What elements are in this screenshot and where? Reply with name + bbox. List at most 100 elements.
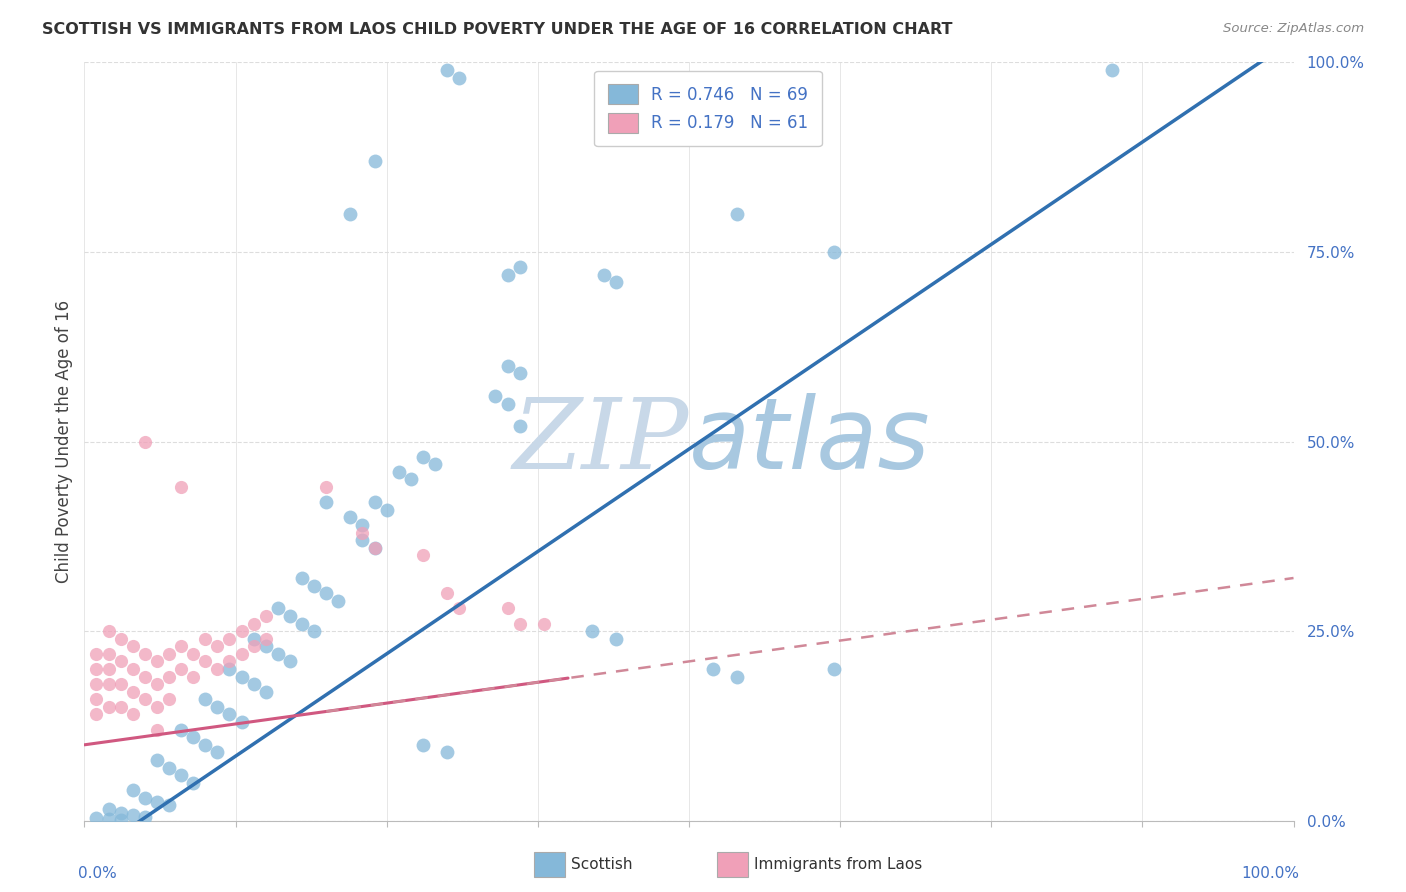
Text: SCOTTISH VS IMMIGRANTS FROM LAOS CHILD POVERTY UNDER THE AGE OF 16 CORRELATION C: SCOTTISH VS IMMIGRANTS FROM LAOS CHILD P…	[42, 22, 953, 37]
Text: ZIP: ZIP	[513, 394, 689, 489]
Text: Source: ZipAtlas.com: Source: ZipAtlas.com	[1223, 22, 1364, 36]
Point	[315, 480, 337, 494]
Point	[97, 677, 120, 691]
Point	[436, 586, 458, 600]
Text: 100.0%: 100.0%	[1241, 866, 1299, 881]
Point	[86, 662, 108, 676]
Point	[375, 503, 398, 517]
Point	[412, 738, 434, 752]
Point	[170, 768, 193, 782]
Point	[823, 662, 845, 676]
Point	[121, 807, 143, 822]
Point	[509, 366, 531, 380]
Point	[218, 632, 240, 646]
Point	[1101, 62, 1123, 77]
Point	[339, 207, 361, 221]
Point	[352, 533, 374, 548]
Point	[267, 647, 290, 661]
Point	[110, 806, 132, 821]
Point	[352, 525, 374, 540]
Point	[436, 746, 458, 760]
Point	[509, 260, 531, 275]
Point	[110, 655, 132, 669]
Point	[231, 715, 253, 730]
Point	[436, 62, 458, 77]
Point	[725, 669, 748, 683]
Point	[278, 655, 301, 669]
Point	[254, 608, 277, 623]
Point	[121, 707, 143, 722]
Point	[181, 776, 204, 790]
Point	[194, 632, 217, 646]
Point	[97, 624, 120, 639]
Point	[496, 396, 519, 410]
Point	[291, 616, 314, 631]
Text: Scottish: Scottish	[571, 857, 633, 871]
Point	[254, 632, 277, 646]
Point	[509, 419, 531, 434]
Point	[605, 275, 627, 289]
Point	[496, 359, 519, 373]
Point	[496, 268, 519, 282]
Point	[170, 639, 193, 653]
Point	[134, 647, 156, 661]
Point	[157, 647, 180, 661]
Point	[363, 153, 385, 168]
Point	[146, 723, 169, 737]
Point	[170, 662, 193, 676]
Point	[97, 802, 120, 816]
Point	[121, 685, 143, 699]
Point	[194, 692, 217, 706]
Point	[157, 798, 180, 813]
Text: atlas: atlas	[689, 393, 931, 490]
Point	[363, 495, 385, 509]
Point	[134, 692, 156, 706]
Point	[110, 632, 132, 646]
Point	[363, 541, 385, 555]
Point	[302, 624, 325, 639]
Point	[278, 608, 301, 623]
Point	[496, 601, 519, 615]
Point	[97, 699, 120, 714]
Point	[242, 677, 264, 691]
Point	[412, 548, 434, 563]
Point	[315, 586, 337, 600]
Point	[218, 662, 240, 676]
Point	[702, 662, 724, 676]
Point	[194, 738, 217, 752]
Point	[207, 639, 229, 653]
Point	[352, 517, 374, 532]
Point	[581, 624, 603, 639]
Point	[449, 601, 471, 615]
Text: 0.0%: 0.0%	[79, 866, 117, 881]
Point	[302, 579, 325, 593]
Point	[242, 616, 264, 631]
Point	[423, 458, 446, 472]
Point	[194, 655, 217, 669]
Point	[110, 699, 132, 714]
Y-axis label: Child Poverty Under the Age of 16: Child Poverty Under the Age of 16	[55, 300, 73, 583]
Point	[86, 692, 108, 706]
Point	[231, 647, 253, 661]
Legend: R = 0.746   N = 69, R = 0.179   N = 61: R = 0.746 N = 69, R = 0.179 N = 61	[595, 70, 821, 146]
Point	[134, 791, 156, 805]
Point	[86, 811, 108, 825]
Point	[231, 669, 253, 683]
Point	[157, 760, 180, 774]
Point	[97, 647, 120, 661]
Point	[121, 662, 143, 676]
Point	[181, 669, 204, 683]
Point	[207, 699, 229, 714]
Point	[449, 70, 471, 85]
Point	[388, 465, 411, 479]
Point	[291, 571, 314, 585]
Point	[207, 746, 229, 760]
Point	[509, 616, 531, 631]
Point	[254, 639, 277, 653]
Point	[97, 812, 120, 826]
Point	[146, 655, 169, 669]
Point	[97, 662, 120, 676]
Point	[157, 692, 180, 706]
Point	[134, 669, 156, 683]
Point	[242, 632, 264, 646]
